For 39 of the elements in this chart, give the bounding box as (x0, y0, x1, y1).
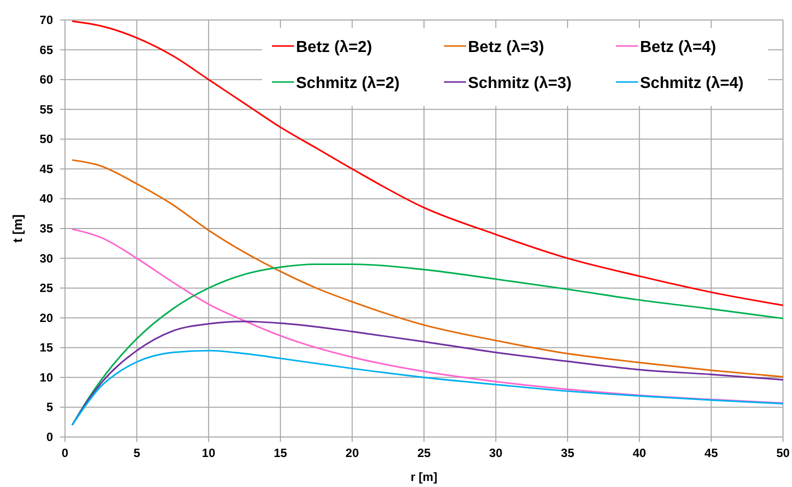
legend-label: Betz (λ=3) (468, 39, 544, 56)
y-axis-title: t [m] (10, 214, 25, 243)
x-tick-label: 40 (632, 446, 646, 460)
x-tick-label: 30 (489, 446, 503, 460)
y-tick-label: 70 (40, 13, 54, 27)
x-tick-label: 15 (274, 446, 288, 460)
y-tick-label: 0 (46, 430, 54, 444)
y-tick-label: 45 (40, 162, 54, 176)
y-tick-label: 65 (40, 42, 54, 57)
legend-label: Betz (λ=4) (640, 39, 716, 56)
y-tick-label: 25 (40, 281, 54, 296)
line-series (71, 159, 784, 378)
y-tick-label: 40 (40, 192, 54, 206)
line-series (71, 228, 784, 404)
line-series (71, 20, 784, 306)
y-tick-label: 20 (40, 310, 54, 325)
x-tick-label: 25 (417, 446, 431, 460)
legend-label: Schmitz (λ=4) (640, 75, 744, 92)
y-tick-label: 55 (40, 102, 54, 116)
y-tick-label: 15 (40, 340, 54, 355)
x-tick-label: 35 (560, 446, 575, 460)
y-tick-label: 10 (40, 370, 54, 384)
x-tick-label: 0 (62, 446, 69, 460)
y-tick-label: 5 (46, 400, 54, 414)
legend-label: Betz (λ=2) (296, 39, 372, 56)
x-tick-label: 50 (776, 446, 790, 460)
x-axis-title: r [m] (410, 470, 438, 484)
line-series (71, 350, 784, 426)
x-tick-label: 5 (133, 446, 140, 460)
legend-label: Schmitz (λ=3) (468, 75, 572, 92)
x-tick-label: 45 (704, 446, 718, 460)
legend-label: Schmitz (λ=2) (296, 75, 400, 92)
line-series (71, 320, 784, 426)
x-tick-label: 10 (202, 446, 216, 460)
x-tick-label: 20 (346, 446, 360, 460)
y-tick-label: 50 (40, 132, 54, 146)
y-tick-label: 60 (40, 72, 54, 87)
y-tick-label: 30 (40, 251, 54, 266)
y-tick-label: 35 (40, 222, 54, 236)
